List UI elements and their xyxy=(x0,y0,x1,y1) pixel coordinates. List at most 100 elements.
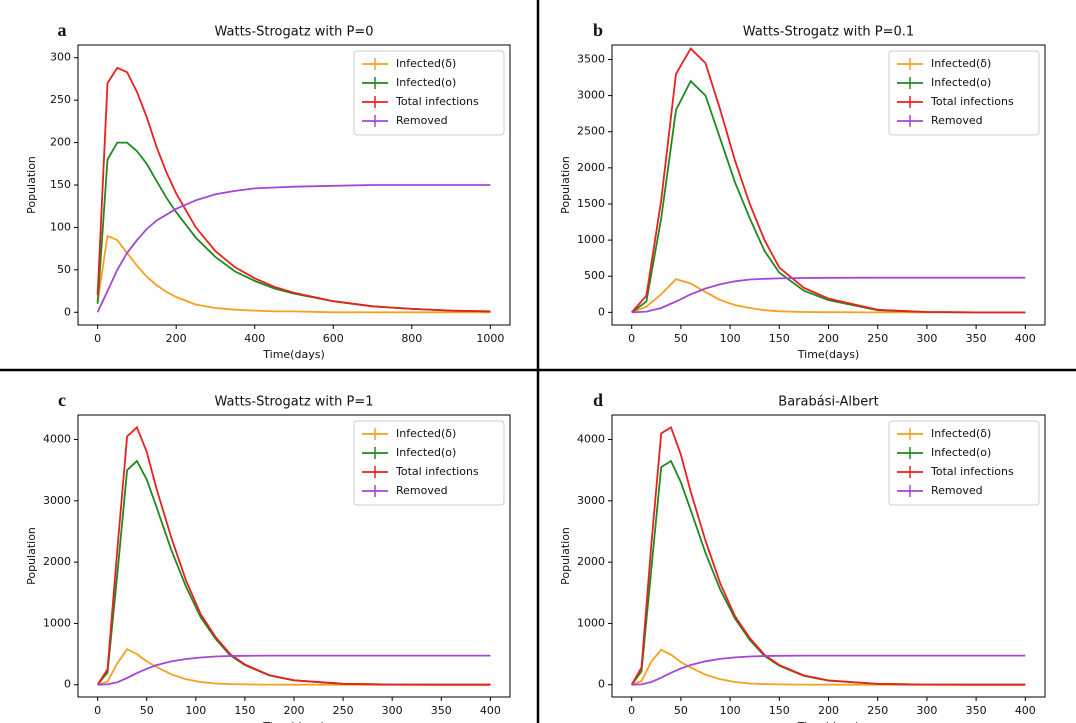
y-tick-label: 3000 xyxy=(577,89,605,102)
x-tick-label: 250 xyxy=(867,704,888,717)
y-tick-label: 3000 xyxy=(577,494,605,507)
y-tick-label: 0 xyxy=(64,305,71,318)
x-tick-label: 100 xyxy=(720,704,741,717)
y-tick-label: 1000 xyxy=(577,233,605,246)
legend-label: Infected(o) xyxy=(396,446,456,459)
legend-label: Infected(δ) xyxy=(396,57,456,70)
panel-letter: a xyxy=(58,20,67,40)
x-tick-label: 350 xyxy=(431,704,452,717)
x-tick-label: 250 xyxy=(867,332,888,345)
y-tick-label: 0 xyxy=(598,678,605,691)
x-tick-label: 350 xyxy=(966,332,987,345)
series-line xyxy=(630,425,1026,686)
x-tick-label: 100 xyxy=(720,332,741,345)
x-tick-label: 250 xyxy=(333,704,354,717)
chart-title: Watts-Strogatz with P=1 xyxy=(215,395,374,410)
x-tick-label: 0 xyxy=(94,332,101,345)
chart-title: Barabási-Albert xyxy=(778,395,878,410)
x-axis-label: Time(days) xyxy=(797,720,859,723)
chart-title: Watts-Strogatz with P=0 xyxy=(215,25,374,40)
plot-frame xyxy=(611,414,1046,698)
y-axis-label: Population xyxy=(559,156,572,214)
legend-box xyxy=(888,50,1040,136)
y-tick-label: 100 xyxy=(50,220,71,233)
legend-label: Infected(δ) xyxy=(931,427,991,440)
panel-letter: b xyxy=(593,20,603,40)
y-tick-label: 1500 xyxy=(577,197,605,210)
x-tick-label: 400 xyxy=(1015,332,1036,345)
series-line xyxy=(96,184,491,313)
x-tick-label: 1000 xyxy=(476,332,504,345)
x-tick-label: 50 xyxy=(674,332,688,345)
legend-label: Infected(δ) xyxy=(396,427,456,440)
x-tick-label: 200 xyxy=(818,704,839,717)
x-tick-label: 50 xyxy=(140,704,154,717)
x-tick-label: 350 xyxy=(966,704,987,717)
legend-label: Infected(o) xyxy=(396,76,456,89)
x-tick-label: 150 xyxy=(769,332,790,345)
legend-label: Total infections xyxy=(395,465,479,478)
legend-label: Removed xyxy=(931,114,983,127)
y-tick-label: 250 xyxy=(50,93,71,106)
plot-frame xyxy=(77,414,511,698)
series-line xyxy=(96,425,491,686)
legend-label: Total infections xyxy=(930,95,1014,108)
series-line xyxy=(631,276,1026,314)
panel-letter: c xyxy=(58,390,66,410)
x-tick-label: 0 xyxy=(94,704,101,717)
x-tick-label: 50 xyxy=(674,704,688,717)
y-tick-label: 0 xyxy=(64,678,71,691)
x-tick-label: 300 xyxy=(916,704,937,717)
y-tick-label: 2500 xyxy=(577,125,605,138)
y-tick-label: 1000 xyxy=(577,616,605,629)
series-line xyxy=(97,648,491,686)
legend-label: Removed xyxy=(931,484,983,497)
x-tick-label: 300 xyxy=(916,332,937,345)
legend-box xyxy=(888,420,1040,506)
legend-box xyxy=(353,420,505,506)
x-tick-label: 200 xyxy=(166,332,187,345)
series-line xyxy=(631,278,1026,314)
legend-label: Total infections xyxy=(930,465,1014,478)
series-line xyxy=(96,66,491,313)
x-tick-label: 600 xyxy=(323,332,344,345)
y-tick-label: 4000 xyxy=(43,433,71,446)
plot-frame xyxy=(611,44,1046,326)
y-axis-label: Population xyxy=(25,527,38,585)
plot-frame xyxy=(77,44,511,326)
y-tick-label: 1000 xyxy=(43,616,71,629)
x-axis-label: Time(days) xyxy=(262,348,324,361)
legend-label: Infected(δ) xyxy=(931,57,991,70)
x-tick-label: 0 xyxy=(628,332,635,345)
y-tick-label: 2000 xyxy=(577,161,605,174)
x-tick-label: 150 xyxy=(769,704,790,717)
y-axis-label: Population xyxy=(25,156,38,214)
x-tick-label: 200 xyxy=(284,704,305,717)
series-line xyxy=(631,47,1026,314)
legend-label: Removed xyxy=(396,114,448,127)
y-tick-label: 2000 xyxy=(43,555,71,568)
chart-title: Watts-Strogatz with P=0.1 xyxy=(743,25,914,40)
x-tick-label: 200 xyxy=(818,332,839,345)
panel-letter: d xyxy=(593,390,603,410)
x-tick-label: 400 xyxy=(1015,704,1036,717)
y-tick-label: 200 xyxy=(50,136,71,149)
legend-label: Infected(o) xyxy=(931,446,991,459)
x-axis-label: Time(days) xyxy=(797,348,859,361)
y-tick-label: 0 xyxy=(598,305,605,318)
y-tick-label: 3000 xyxy=(43,494,71,507)
y-tick-label: 4000 xyxy=(577,433,605,446)
x-tick-label: 300 xyxy=(382,704,403,717)
series-line xyxy=(96,234,491,314)
y-tick-label: 50 xyxy=(57,263,71,276)
x-tick-label: 400 xyxy=(244,332,265,345)
y-tick-label: 3500 xyxy=(577,52,605,65)
y-tick-label: 150 xyxy=(50,178,71,191)
series-line xyxy=(631,654,1026,686)
legend-label: Total infections xyxy=(395,95,479,108)
x-axis-label: Time(days) xyxy=(262,720,324,723)
y-tick-label: 300 xyxy=(50,51,71,64)
x-tick-label: 0 xyxy=(628,704,635,717)
x-tick-label: 800 xyxy=(401,332,422,345)
